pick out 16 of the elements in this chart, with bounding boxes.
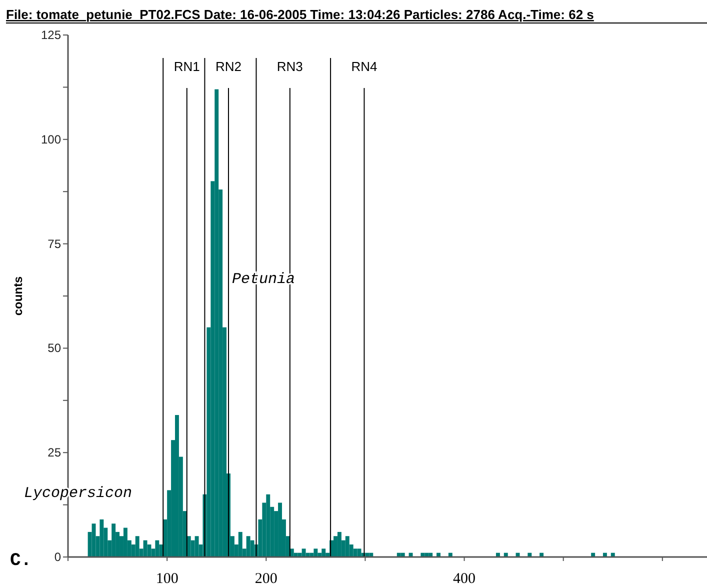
y-tick-label: 75 <box>48 236 62 251</box>
x-tick-label: 400 <box>453 571 476 587</box>
text: C. <box>10 551 32 571</box>
ref-line-label: RN1 <box>174 59 200 74</box>
y-tick-label: 50 <box>48 341 62 356</box>
ref-line-label: RN3 <box>276 59 303 74</box>
ref-line-label: RN2 <box>215 59 242 74</box>
y-tick-label: 100 <box>40 132 62 146</box>
y-tick-label: 25 <box>48 446 62 460</box>
y-axis-title: counts <box>11 276 25 316</box>
y-tick-label: 125 <box>40 28 62 42</box>
ref-line-label: RN4 <box>351 59 378 74</box>
chart-title: File: tomate_petunie_PT02.FCS Date: 16-06-2005 Time: 13:04:26 Particles: 2786 Acq.-Time: 62 s <box>6 7 594 22</box>
x-tick-label: 100 <box>156 571 178 587</box>
x-tick-label: 200 <box>254 571 278 587</box>
y-tick-label: 0 <box>54 550 62 564</box>
